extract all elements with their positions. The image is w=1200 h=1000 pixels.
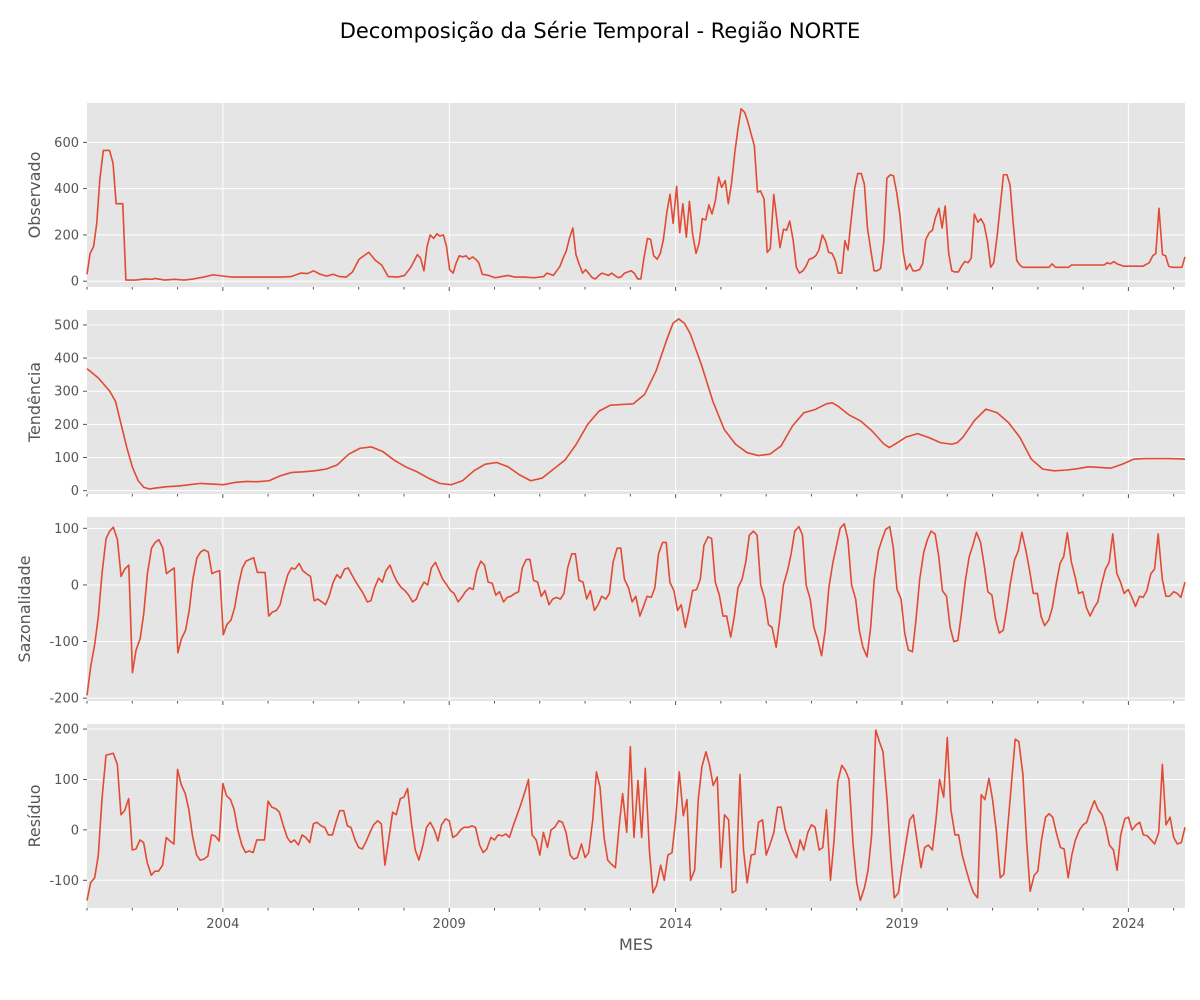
- y-tick-label: -100: [49, 635, 79, 650]
- series-line: [86, 107, 1186, 281]
- panel-background: [87, 103, 1185, 287]
- y-tick-label: 300: [54, 385, 79, 400]
- panel-3: -100 0 100 200 2004 2009 2014 2019 2024 Resíduo: [25, 723, 1186, 932]
- y-tick-label: 400: [54, 182, 79, 197]
- y-tick-label: 100: [54, 522, 79, 537]
- y-axis-label: Resíduo: [25, 784, 44, 847]
- x-tick-label: 2024: [1112, 917, 1145, 932]
- y-tick-label: 200: [54, 723, 79, 738]
- y-tick-label: -100: [49, 874, 79, 889]
- x-axis-label: MES: [619, 935, 653, 954]
- y-tick-label: 400: [54, 352, 79, 367]
- series-line: [86, 522, 1186, 696]
- y-tick-label: 100: [54, 773, 79, 788]
- y-tick-label: 200: [54, 418, 79, 433]
- y-axis-label: Sazonalidade: [15, 556, 34, 663]
- panel-background: [87, 517, 1185, 701]
- y-axis-label: Tendência: [25, 362, 44, 443]
- x-tick-label: 2009: [433, 917, 466, 932]
- y-tick-label: -200: [49, 692, 79, 707]
- panel-2: -200 -100 0 100 Sazonalidade: [15, 517, 1186, 707]
- panel-1: 0 100 200 300 400 500 Tendência: [25, 310, 1186, 499]
- y-tick-label: 0: [71, 823, 79, 838]
- y-tick-label: 600: [54, 136, 79, 151]
- series-line: [86, 729, 1186, 902]
- figure-title: Decomposição da Série Temporal - Região …: [340, 19, 861, 43]
- y-tick-label: 0: [71, 275, 79, 290]
- y-axis-label: Observado: [25, 152, 44, 239]
- x-tick-label: 2004: [206, 917, 239, 932]
- y-tick-label: 0: [71, 578, 79, 593]
- panel-0: 0 200 400 600 Observado: [25, 103, 1186, 291]
- series-line: [86, 318, 1186, 490]
- y-tick-label: 500: [54, 318, 79, 333]
- y-tick-label: 200: [54, 228, 79, 243]
- y-tick-label: 0: [71, 484, 79, 499]
- x-tick-label: 2014: [659, 917, 692, 932]
- panels: 0200400600Observado0100200300400500Tendê…: [15, 103, 1186, 932]
- x-tick-label: 2019: [885, 917, 918, 932]
- y-tick-label: 100: [54, 451, 79, 466]
